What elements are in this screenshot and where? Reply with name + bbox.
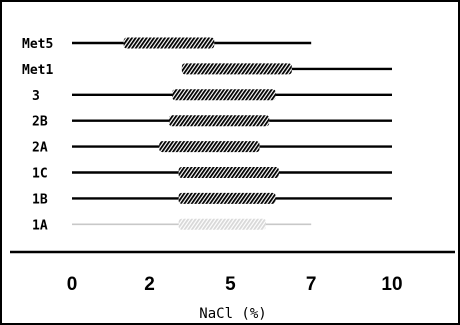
optimal-growth-bar: [172, 89, 276, 101]
x-tick-label: 0: [67, 274, 78, 295]
row-label: 3: [32, 89, 40, 104]
row-3: 3: [32, 89, 392, 104]
row-1b: 1B: [32, 192, 392, 207]
x-tick-labels: 0 2 5 7 10: [67, 274, 403, 295]
optimal-growth-bar: [178, 192, 276, 204]
row-1c: 1C: [32, 167, 392, 182]
optimal-growth-bar: [178, 167, 279, 178]
row-label: 1C: [32, 167, 48, 182]
row-1a: 1A: [32, 218, 312, 233]
optimal-growth-bar: [159, 141, 260, 153]
x-axis-title: NaCl (%): [199, 306, 266, 322]
x-tick-label: 2: [144, 274, 155, 295]
rows-layer: Met5 Met1 3 2B 2A 1C 1B 1A: [22, 37, 392, 233]
row-label: 2A: [32, 141, 48, 156]
x-tick-label: 5: [225, 274, 236, 295]
x-tick-label: 10: [381, 274, 402, 295]
row-label: Met1: [22, 63, 53, 78]
optimal-growth-bar: [123, 37, 215, 49]
row-met1: Met1: [22, 63, 392, 78]
optimal-growth-bar: [178, 218, 266, 230]
row-2a: 2A: [32, 141, 392, 156]
optimal-growth-bar: [181, 63, 292, 75]
row-label: Met5: [22, 37, 53, 52]
row-label: 1B: [32, 192, 48, 207]
row-2b: 2B: [32, 115, 392, 130]
optimal-growth-bar: [168, 115, 270, 127]
x-tick-label: 7: [306, 274, 317, 295]
row-met5: Met5: [22, 37, 312, 52]
row-label: 1A: [32, 218, 48, 233]
row-label: 2B: [32, 115, 48, 130]
